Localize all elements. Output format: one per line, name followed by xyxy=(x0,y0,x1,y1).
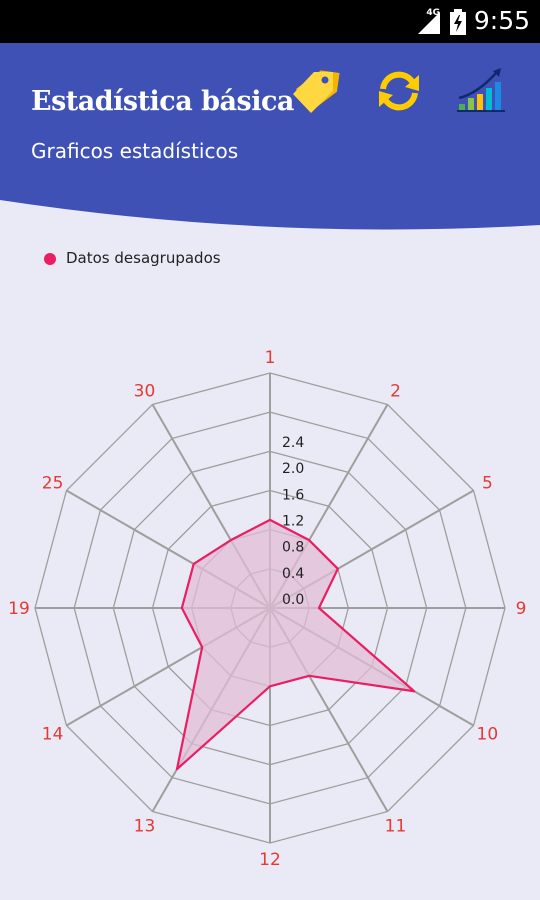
category-label-14: 14 xyxy=(42,725,64,745)
category-label-11: 11 xyxy=(385,816,407,836)
app-header xyxy=(0,43,540,233)
status-bar: 4G 9:55 xyxy=(0,0,540,43)
radar-series xyxy=(175,518,416,771)
category-label-5: 5 xyxy=(482,474,493,494)
category-label-1: 1 xyxy=(265,348,276,368)
r-tick-label: 2.4 xyxy=(282,435,304,451)
series-area xyxy=(176,519,415,770)
radar-chart: 0.00.40.81.21.62.02.4 125910111213141925… xyxy=(8,348,526,870)
category-label-19: 19 xyxy=(8,599,30,619)
clock: 9:55 xyxy=(473,6,530,35)
category-label-12: 12 xyxy=(259,850,281,870)
category-label-13: 13 xyxy=(134,816,156,836)
network-type: 4G xyxy=(426,8,440,18)
header-background xyxy=(0,43,540,230)
battery-charging-icon xyxy=(450,9,466,35)
r-tick-label: 2.0 xyxy=(282,461,304,477)
category-label-25: 25 xyxy=(42,474,64,494)
app-subtitle: Graficos estadísticos xyxy=(31,139,239,163)
app-title: Estadística básica xyxy=(31,86,294,117)
r-tick-label: 0.4 xyxy=(282,566,304,582)
category-label-2: 2 xyxy=(390,382,401,402)
series-line xyxy=(175,518,416,771)
tag-icon[interactable] xyxy=(293,66,341,114)
legend-label: Datos desagrupados xyxy=(66,249,221,267)
r-tick-label: 1.6 xyxy=(282,487,304,503)
r-tick-label: 0.8 xyxy=(282,540,304,556)
refresh-icon[interactable] xyxy=(375,69,423,113)
legend-color-dot xyxy=(44,253,56,265)
growth-chart-icon[interactable] xyxy=(457,68,505,112)
radar-r-ticks: 0.0 0.4 0.8 1.2 1.6 2.0 2.4 xyxy=(282,435,304,608)
r-tick-label: 1.2 xyxy=(282,514,304,530)
category-label-9: 9 xyxy=(516,599,527,619)
category-label-10: 10 xyxy=(477,725,499,745)
category-label-30: 30 xyxy=(134,382,156,402)
signal-icon xyxy=(418,12,440,34)
r-tick-label: 0.0 xyxy=(282,592,304,608)
